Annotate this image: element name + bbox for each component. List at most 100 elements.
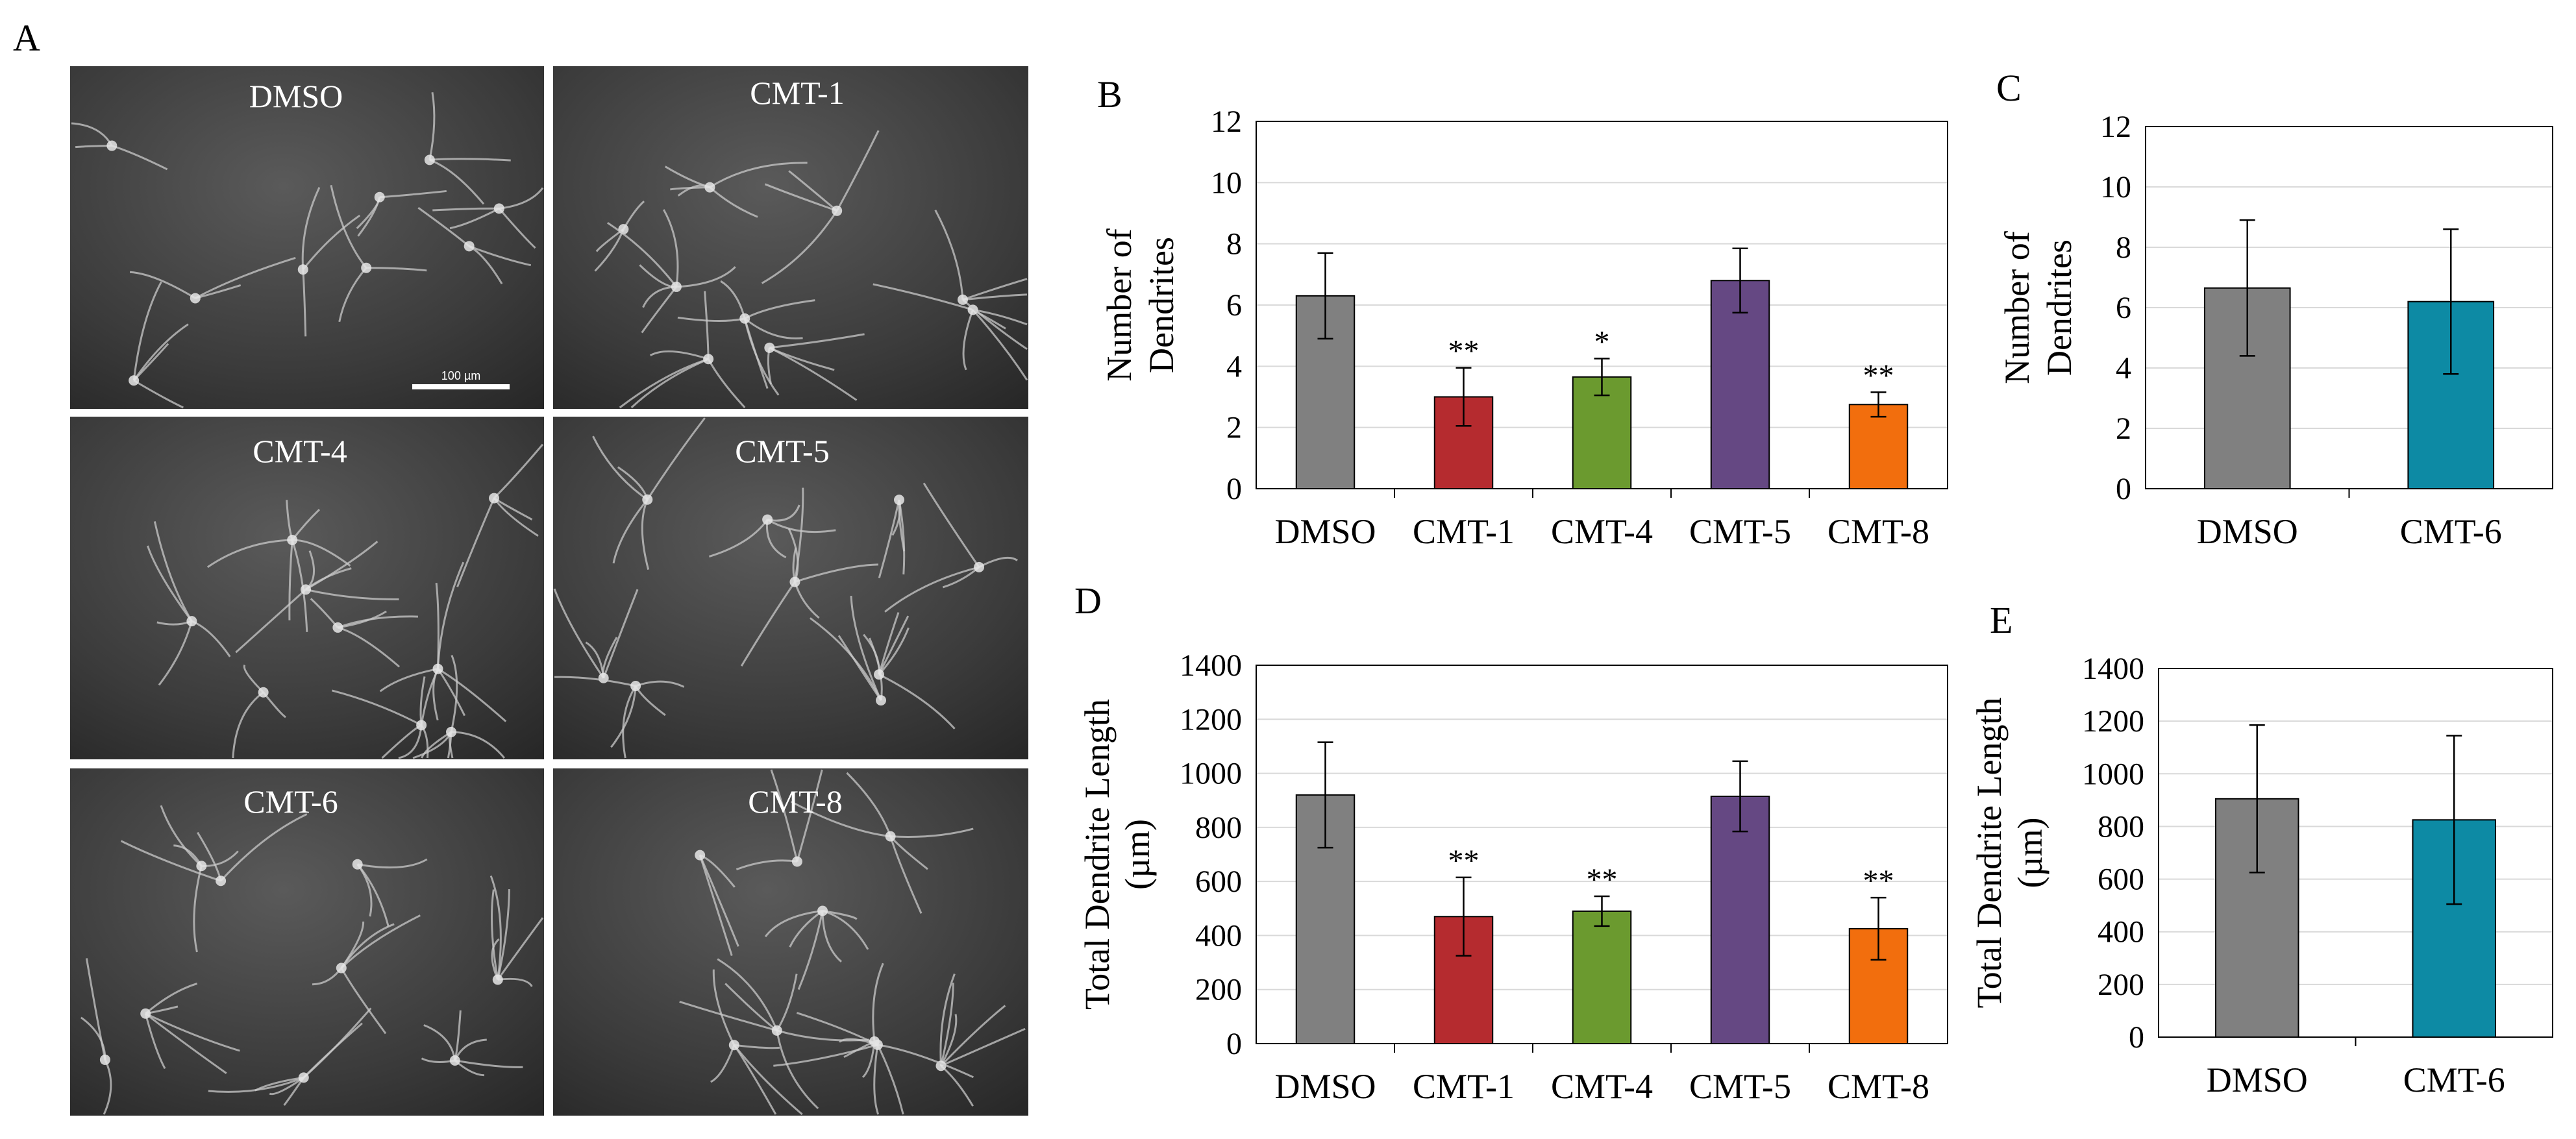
neurite bbox=[889, 836, 923, 914]
y-tick-label: 0 bbox=[2129, 1020, 2144, 1055]
y-tick-label: 600 bbox=[1195, 864, 1242, 899]
cell-body bbox=[671, 281, 682, 292]
neurite bbox=[940, 1005, 1006, 1067]
neurite bbox=[612, 498, 649, 564]
cell-body bbox=[258, 687, 269, 698]
neurite bbox=[498, 208, 536, 249]
neurite bbox=[129, 271, 196, 299]
y-axis-label: Total Dendrite Length bbox=[1970, 697, 2009, 1008]
neurite bbox=[873, 1044, 880, 1115]
neurite bbox=[877, 1044, 974, 1079]
x-category-label: CMT-8 bbox=[1827, 512, 1929, 551]
neurite bbox=[764, 910, 823, 938]
y-tick-label: 1400 bbox=[2082, 652, 2144, 686]
neurite bbox=[133, 379, 184, 409]
neurite bbox=[769, 347, 835, 371]
neurite bbox=[493, 443, 544, 499]
neurite bbox=[120, 840, 221, 882]
neurite bbox=[630, 358, 709, 409]
neurite bbox=[291, 539, 308, 632]
neurite bbox=[670, 186, 710, 191]
neurite bbox=[797, 911, 824, 990]
y-tick-label: 600 bbox=[2098, 863, 2144, 897]
y-tick-label: 1000 bbox=[2082, 757, 2144, 791]
neurite bbox=[147, 545, 193, 622]
neurite bbox=[437, 668, 507, 722]
micrograph-cmt-4: CMT-4 bbox=[70, 417, 544, 759]
neurite bbox=[553, 588, 604, 679]
neurite bbox=[962, 293, 1028, 301]
neurite bbox=[878, 673, 956, 729]
cell-body bbox=[764, 342, 775, 353]
neurite bbox=[978, 556, 1018, 569]
neurite bbox=[940, 983, 954, 1066]
neurite bbox=[622, 685, 637, 759]
neurite bbox=[554, 676, 636, 687]
y-axis-label: Dendrites bbox=[1142, 237, 1181, 373]
cell-body bbox=[894, 495, 905, 506]
neurite bbox=[940, 1014, 958, 1066]
neurite bbox=[734, 1044, 780, 1049]
neurite bbox=[220, 813, 308, 882]
neurite bbox=[923, 482, 980, 568]
neurite bbox=[469, 245, 532, 267]
cell-body bbox=[885, 831, 896, 842]
neurite bbox=[776, 1030, 819, 1110]
neurite bbox=[208, 1076, 304, 1093]
neurite bbox=[767, 519, 836, 533]
micrograph-label: CMT-8 bbox=[748, 783, 842, 820]
cell-body bbox=[618, 224, 629, 235]
cell-body bbox=[190, 293, 201, 304]
cell-body bbox=[374, 191, 385, 202]
neurite bbox=[193, 865, 203, 953]
neurite bbox=[761, 210, 838, 284]
neurite bbox=[497, 917, 544, 981]
neurite bbox=[635, 680, 685, 688]
neurite bbox=[850, 595, 882, 701]
y-tick-label: 6 bbox=[2116, 291, 2131, 325]
cell-body bbox=[140, 1008, 151, 1019]
cell-body bbox=[832, 205, 843, 216]
x-category-label: CMT-8 bbox=[1827, 1067, 1929, 1106]
neurite bbox=[788, 170, 838, 212]
neurite bbox=[235, 589, 307, 654]
neurite bbox=[303, 1022, 363, 1079]
neurite bbox=[338, 267, 367, 323]
neurite bbox=[790, 800, 891, 838]
cell-body bbox=[196, 861, 207, 872]
cell-body bbox=[771, 1025, 782, 1036]
micrograph-label: CMT-1 bbox=[750, 75, 844, 111]
significance-marker: ** bbox=[1863, 358, 1894, 393]
neurite bbox=[776, 974, 798, 1031]
neurite bbox=[153, 521, 193, 622]
neuron-cells bbox=[147, 443, 544, 759]
y-tick-label: 12 bbox=[2100, 110, 2131, 144]
cell-body bbox=[493, 203, 504, 214]
neurite bbox=[934, 209, 964, 300]
cell-body bbox=[817, 905, 828, 916]
neurite bbox=[736, 859, 798, 871]
cell-body bbox=[297, 264, 308, 275]
neurite bbox=[962, 278, 1028, 301]
x-category-label: DMSO bbox=[2197, 512, 2298, 551]
cell-body bbox=[432, 663, 443, 674]
cell-body bbox=[446, 726, 457, 737]
y-tick-label: 1200 bbox=[1180, 702, 1242, 737]
x-category-label: DMSO bbox=[2207, 1060, 2308, 1099]
neurite bbox=[846, 772, 892, 837]
significance-marker: ** bbox=[1448, 334, 1480, 369]
bar bbox=[1710, 280, 1770, 489]
neurite bbox=[733, 1044, 777, 1115]
panel-letter-d: D bbox=[1074, 580, 1102, 622]
panel-letter-b: B bbox=[1097, 73, 1122, 116]
neurite bbox=[796, 769, 823, 862]
x-category-label: CMT-4 bbox=[1551, 1067, 1653, 1106]
neurite bbox=[972, 309, 1028, 381]
cell-body bbox=[352, 859, 363, 870]
neurite bbox=[610, 685, 637, 748]
neurite bbox=[776, 1029, 869, 1042]
cell-body bbox=[762, 514, 773, 525]
cell-body bbox=[873, 669, 884, 680]
neurite bbox=[709, 162, 808, 188]
